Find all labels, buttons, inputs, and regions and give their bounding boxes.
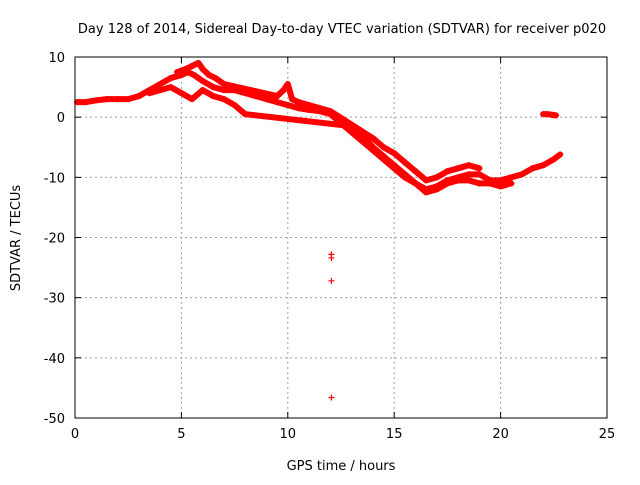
y-tick-label: 10 <box>48 51 65 66</box>
y-tick-label: -40 <box>44 352 65 367</box>
data-point <box>328 394 335 401</box>
tick-layer: 0 5 10 15 20 25 10 0 -10 -20 -30 -40 -50 <box>44 51 616 442</box>
x-tick-label: 25 <box>599 427 616 442</box>
data-segment <box>242 111 355 130</box>
y-axis-label: SDTVAR / TECUs <box>9 185 24 292</box>
sdtvar-lower-branch <box>146 84 515 196</box>
y-tick-label: 0 <box>57 111 65 126</box>
x-axis-label: GPS time / hours <box>287 459 396 474</box>
y-tick-label: -50 <box>44 412 65 427</box>
sdtvar-outliers <box>328 251 335 401</box>
x-tick-label: 20 <box>492 427 509 442</box>
data-point <box>557 151 564 158</box>
x-tick-label: 15 <box>386 427 403 442</box>
data-layer <box>74 60 564 401</box>
sdtvar-late-cluster <box>540 111 559 119</box>
data-point <box>328 277 335 284</box>
y-tick-label: -10 <box>44 171 65 186</box>
data-segment <box>220 81 281 100</box>
data-point <box>552 112 559 119</box>
x-tick-label: 0 <box>71 427 79 442</box>
y-tick-label: -30 <box>44 292 65 307</box>
x-tick-label: 10 <box>280 427 297 442</box>
data-point <box>508 180 515 187</box>
data-segment <box>327 108 376 142</box>
data-point <box>328 254 335 261</box>
chart-title: Day 128 of 2014, Sidereal Day-to-day VTE… <box>78 22 606 37</box>
x-tick-label: 5 <box>177 427 185 442</box>
sdtvar-upper-branch <box>174 60 483 184</box>
data-point <box>476 165 483 172</box>
data-segment <box>550 151 564 163</box>
y-tick-label: -20 <box>44 232 65 247</box>
